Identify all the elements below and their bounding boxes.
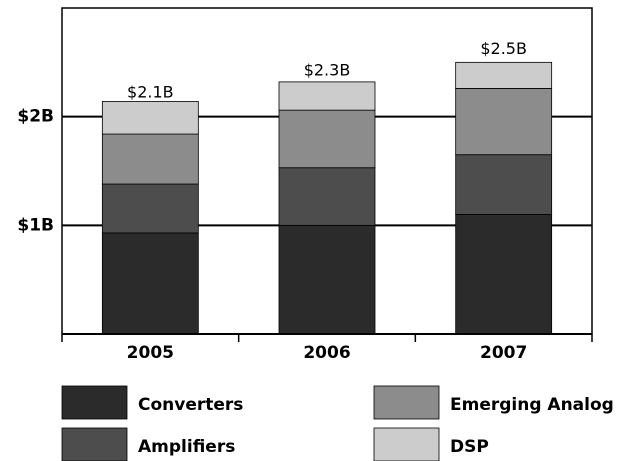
- total-label: $2.1B: [127, 82, 174, 101]
- legend-swatch: [373, 385, 440, 420]
- y-tick-label: $1B: [17, 215, 54, 235]
- legend-label: DSP: [450, 437, 489, 457]
- legend-label: Emerging Analog: [450, 395, 614, 415]
- legend-label: Converters: [138, 395, 243, 415]
- bar-segment: [278, 109, 376, 169]
- total-label: $2.3B: [304, 61, 351, 80]
- legend-swatch: [61, 385, 128, 420]
- bar-segment: [278, 167, 376, 226]
- x-tick-label: 2005: [127, 343, 174, 363]
- legend-swatch: [373, 427, 440, 461]
- bar-segment: [455, 154, 553, 215]
- bar-segment: [278, 81, 376, 111]
- y-tick-label: $2B: [17, 107, 54, 127]
- bar-segment: [455, 61, 553, 89]
- total-label: $2.5B: [480, 39, 527, 58]
- bar-segment: [278, 224, 376, 335]
- bar-segment: [101, 133, 199, 185]
- bar-segment: [455, 214, 553, 335]
- x-tick-label: 2006: [303, 343, 350, 363]
- bar-segment: [101, 232, 199, 335]
- bar-segment: [101, 183, 199, 234]
- x-tick-label: 2007: [480, 343, 527, 363]
- bar-segment: [101, 101, 199, 135]
- legend-swatch: [61, 427, 128, 461]
- bar-segment: [455, 88, 553, 156]
- legend-label: Amplifiers: [138, 437, 235, 457]
